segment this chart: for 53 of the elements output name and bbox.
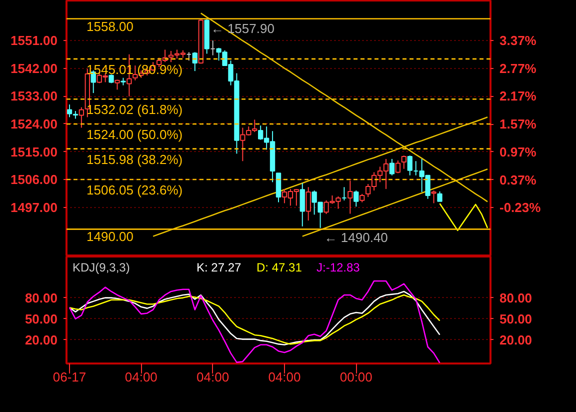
candlestick: [276, 172, 282, 203]
candlestick: [342, 186, 347, 201]
y-tick-label: 1533.00: [10, 88, 58, 104]
y-tick-label: 80.00: [24, 290, 58, 306]
ref-line-label: 1506.05 (23.6%): [86, 182, 183, 198]
y2-tick-label: 0.97%: [500, 144, 537, 160]
annotation: ← 1490.40: [324, 230, 388, 245]
candlestick: [300, 182, 305, 227]
x-tick-label: 04:00: [124, 370, 158, 384]
candlestick: [407, 155, 412, 176]
candlestick: [192, 52, 198, 72]
x-tick-label: 04:00: [268, 370, 301, 384]
y2-tick-label: 20.00: [500, 332, 532, 348]
y2-tick-label: 0.37%: [500, 172, 537, 188]
y-tick-label: 20.00: [24, 332, 58, 348]
y2-tick-label: 3.37%: [500, 32, 537, 48]
y2-tick-label: -0.23%: [500, 200, 542, 216]
candlestick: [437, 190, 442, 202]
series-label: K: 27.27: [196, 260, 242, 274]
y-tick-label: 1506.00: [10, 172, 58, 188]
y-tick-label: 1551.00: [10, 32, 58, 48]
y-tick-label: 1497.00: [10, 200, 58, 216]
y-tick-label: 50.00: [24, 311, 58, 326]
annotation: ← 1557.90: [210, 21, 274, 36]
ref-line-label: 1490.00: [86, 229, 134, 244]
candlestick: [348, 180, 353, 214]
candlestick: [306, 186, 311, 222]
y2-tick-label: 2.77%: [500, 60, 537, 76]
x-tick-label: 00:00: [340, 370, 372, 384]
candlestick: [210, 40, 216, 56]
line-series: [68, 280, 440, 364]
y-tick-label: 1524.00: [10, 116, 58, 132]
x-tick-label: 04:00: [196, 370, 230, 384]
series-label: J:-12.83: [316, 260, 360, 274]
chart-title: KDJ(9,3,3): [72, 260, 130, 274]
candlestick: [395, 160, 401, 174]
candlestick: [401, 155, 406, 170]
candlestick: [389, 158, 395, 176]
y-tick-label: 1515.00: [10, 144, 58, 160]
text: D: 47.31: [256, 260, 302, 274]
x-tick-label: 06-17: [52, 370, 86, 384]
ref-line-label: 1515.98 (38.2%): [86, 152, 183, 167]
y2-tick-label: 80.00: [500, 290, 532, 306]
ref-line-label: 1524.00 (50.0%): [86, 126, 183, 142]
y2-tick-label: 2.17%: [500, 88, 537, 104]
candlestick: [354, 190, 359, 208]
line-series: [439, 202, 488, 232]
y-tick-label: 1542.00: [10, 60, 58, 76]
candlestick: [114, 79, 120, 90]
y2-tick-label: 50.00: [500, 311, 532, 326]
ref-line-label: 1558.00: [86, 18, 134, 34]
y2-tick-label: 1.57%: [500, 116, 537, 132]
candlestick: [431, 190, 436, 204]
